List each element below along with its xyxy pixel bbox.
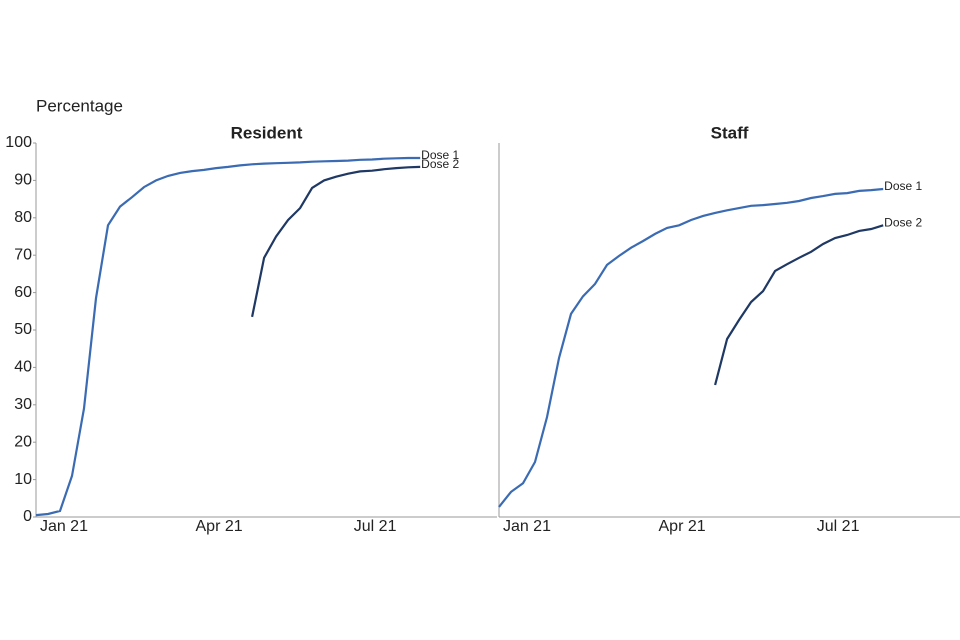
x-tick-label: Jan 21 xyxy=(503,518,551,535)
y-tick-label: 40 xyxy=(14,359,32,376)
panel-title: Resident xyxy=(231,123,303,142)
series-line xyxy=(498,187,884,508)
y-tick-label: 60 xyxy=(14,284,32,301)
series-label: Dose 1 xyxy=(421,148,459,162)
series-line xyxy=(35,156,421,517)
y-axis-label: Percentage xyxy=(36,96,123,115)
series-label: Dose 2 xyxy=(884,215,922,229)
x-tick-label: Jul 21 xyxy=(354,518,397,535)
y-tick-label: 90 xyxy=(14,172,32,189)
y-tick-label: 100 xyxy=(5,134,32,151)
y-tick-label: 50 xyxy=(14,321,32,338)
x-tick-label: Jul 21 xyxy=(817,518,860,535)
series-line xyxy=(714,224,884,386)
y-tick-label: 0 xyxy=(23,508,32,525)
y-tick-label: 30 xyxy=(14,396,32,413)
series-line xyxy=(251,165,421,318)
x-tick-label: Apr 21 xyxy=(196,518,243,535)
x-tick-label: Jan 21 xyxy=(40,518,88,535)
series-label: Dose 1 xyxy=(884,179,922,193)
x-tick-label: Apr 21 xyxy=(659,518,706,535)
panel-title: Staff xyxy=(711,123,749,142)
y-tick-label: 80 xyxy=(14,209,32,226)
y-tick-label: 70 xyxy=(14,246,32,263)
series-label: Dose 2 xyxy=(421,157,459,171)
y-tick-label: 20 xyxy=(14,433,32,450)
y-tick-label: 10 xyxy=(14,471,32,488)
